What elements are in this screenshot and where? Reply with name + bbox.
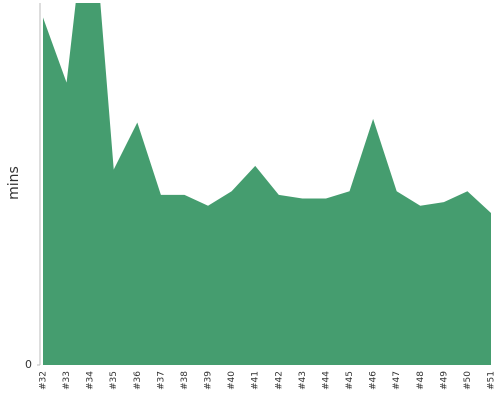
x-tick-label: #39 [204, 371, 214, 390]
x-tick-label: #42 [274, 371, 284, 390]
x-tick-label: #33 [62, 371, 72, 390]
x-tick-label: #35 [109, 371, 119, 390]
area [43, 3, 491, 365]
x-tick-label: #45 [345, 371, 355, 390]
x-tick-label: #43 [298, 371, 308, 390]
x-tick-label: #34 [86, 371, 96, 390]
x-tick-label: #38 [180, 371, 190, 390]
y-tick-label: 0 [25, 358, 32, 371]
x-tick-label: #44 [321, 371, 331, 390]
x-tick-label: #46 [369, 371, 379, 390]
x-tick-label: #47 [392, 371, 402, 390]
x-tick-label: #51 [487, 371, 497, 390]
x-tick-label: #37 [156, 371, 166, 390]
x-tick-label: #36 [133, 371, 143, 390]
x-tick-label: #50 [463, 371, 473, 390]
x-tick-label: #49 [439, 371, 449, 390]
x-tick-label: #40 [227, 371, 237, 390]
plot-area [43, 3, 491, 365]
y-axis-label: mins [6, 166, 22, 200]
x-tick-label: #32 [39, 371, 49, 390]
x-tick-label: #48 [416, 371, 426, 390]
x-tick-label: #41 [251, 371, 261, 390]
